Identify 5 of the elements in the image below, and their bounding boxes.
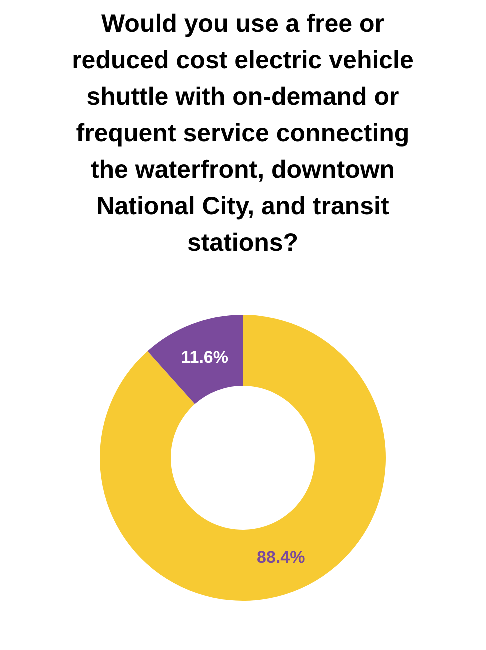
chart-title: Would you use a free or reduced cost electric vehicle shuttle with on-demand or frequent service connecting the waterfront, downtown National City, and transit stations? <box>72 10 414 257</box>
donut-slice <box>100 315 386 601</box>
data-label: 11.6% <box>181 348 228 368</box>
data-label: 88.4% <box>257 548 306 567</box>
donut-slice <box>148 315 243 404</box>
